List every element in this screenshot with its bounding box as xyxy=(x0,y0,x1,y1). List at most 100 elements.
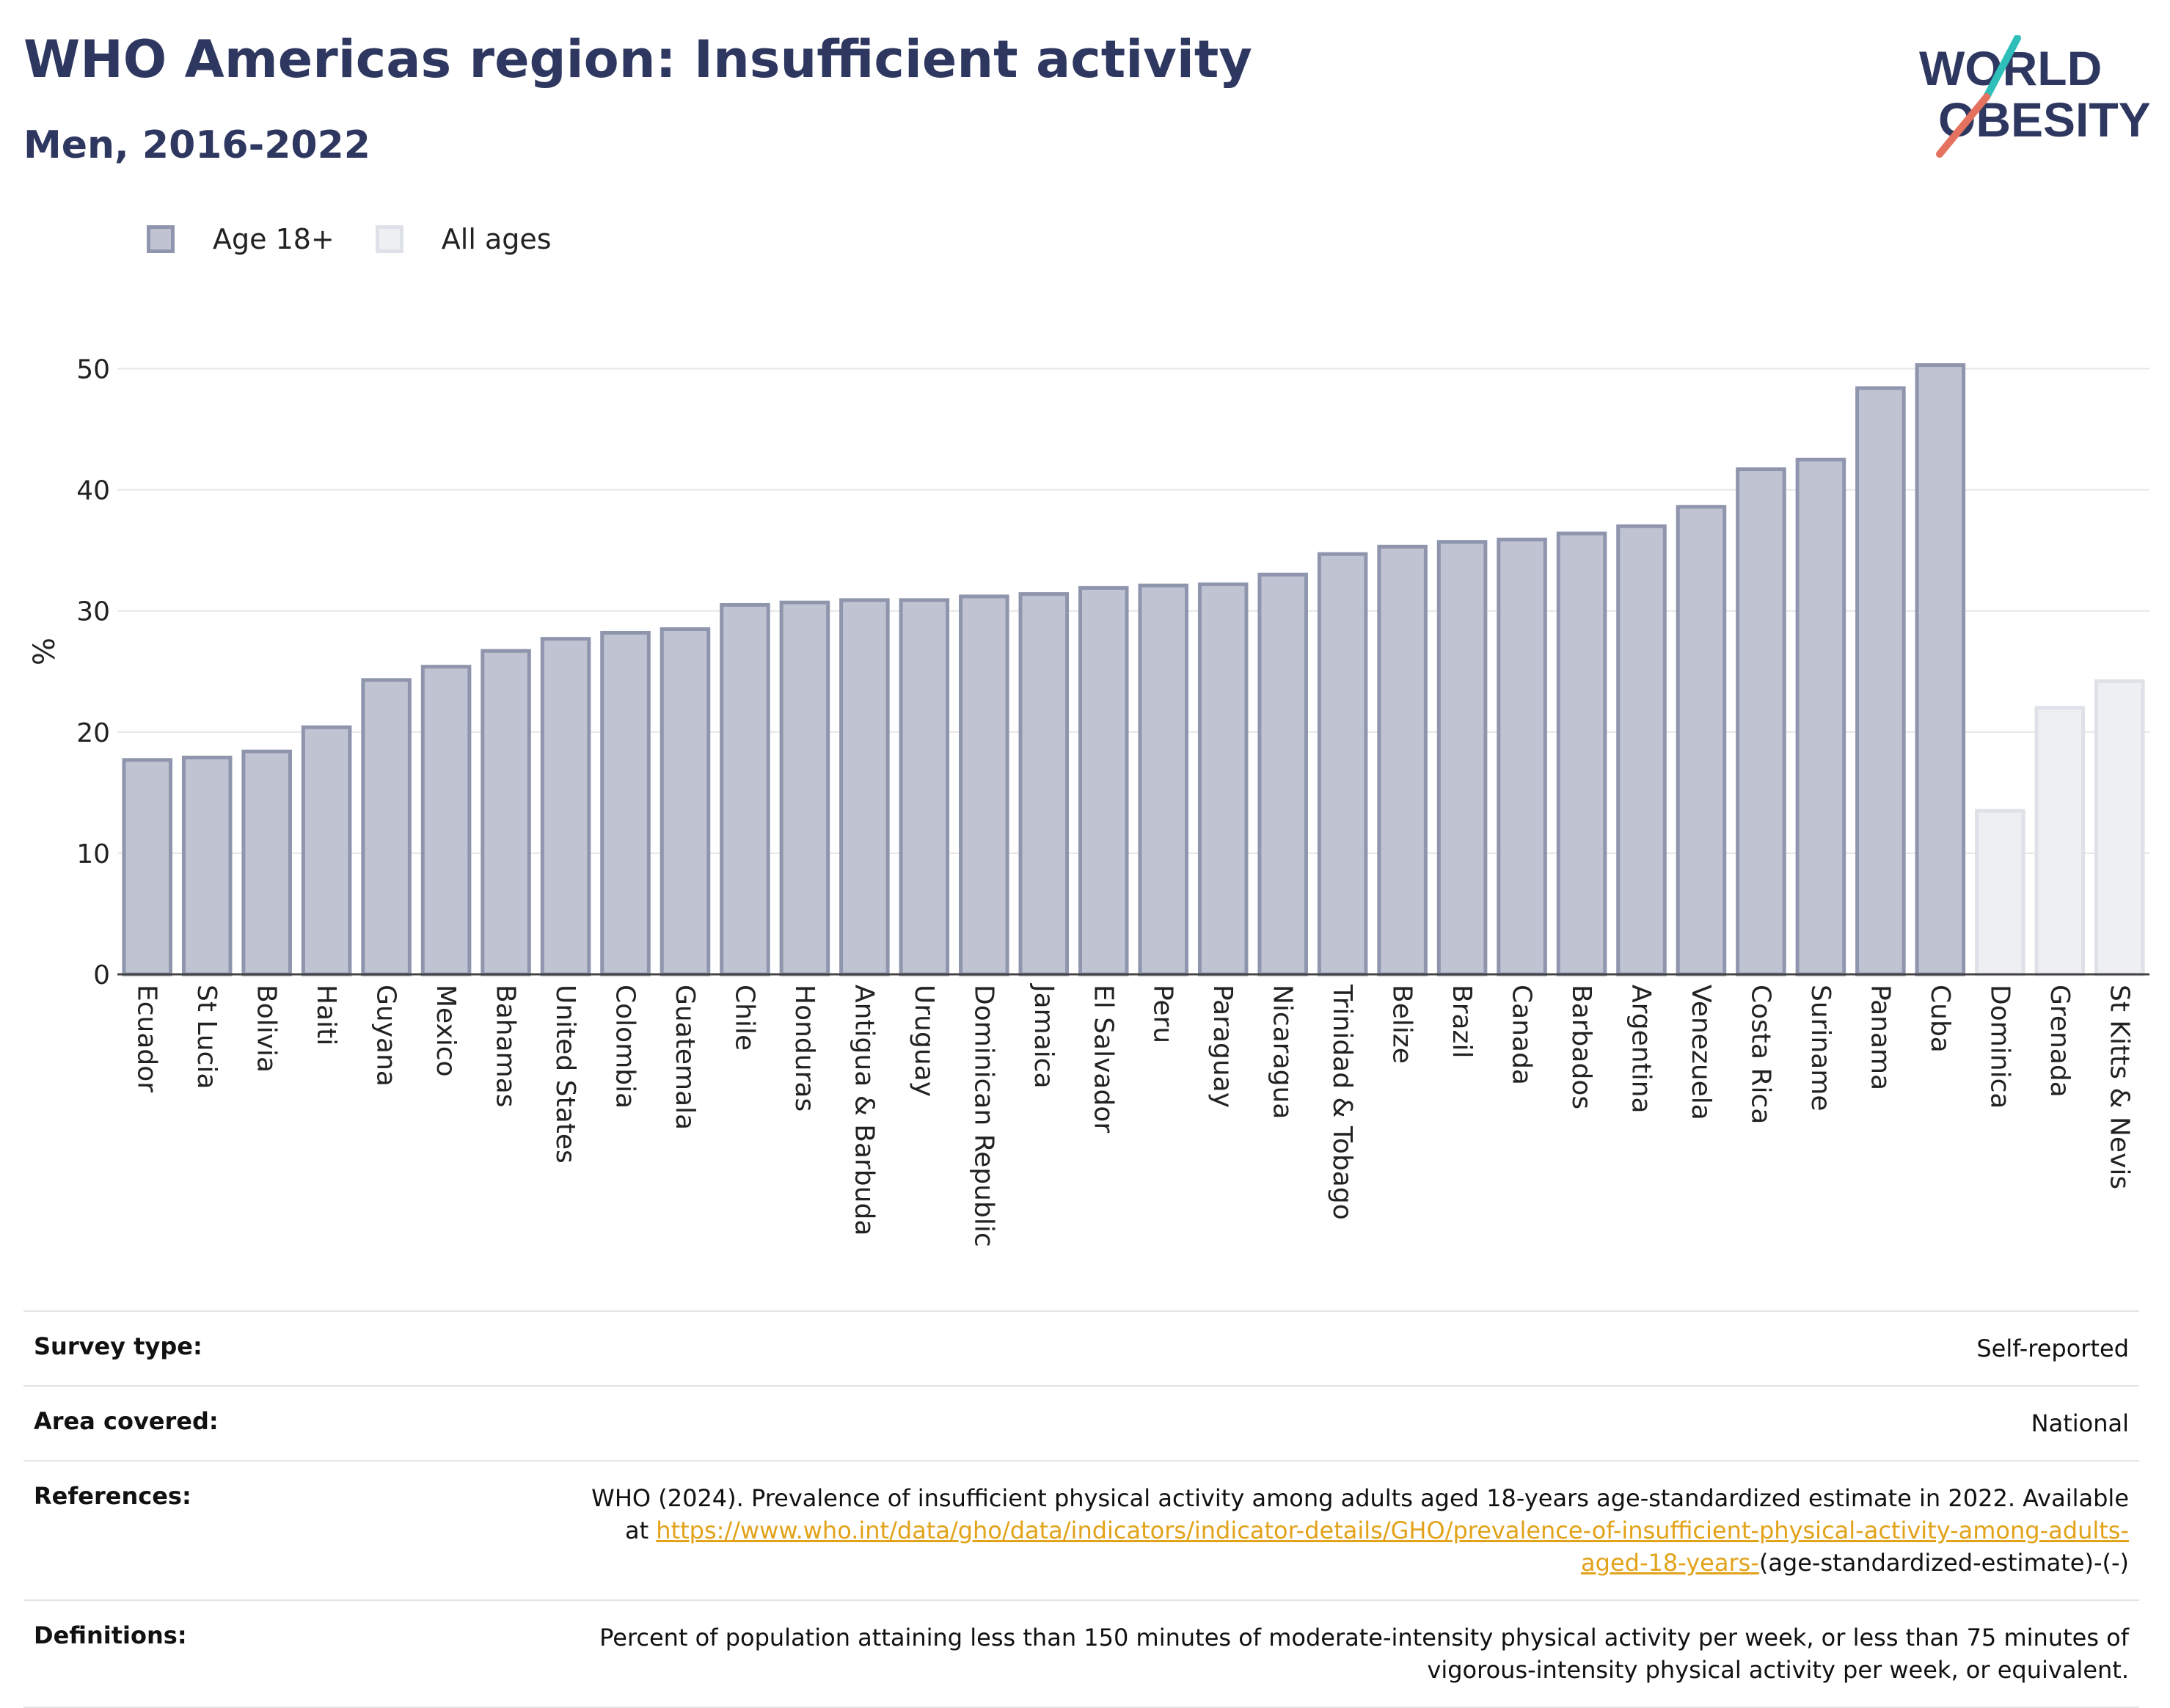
bar xyxy=(839,598,890,977)
x-tick-label: Grenada xyxy=(2045,985,2075,1098)
references-value: WHO (2024). Prevalence of insufficient p… xyxy=(588,1482,2129,1579)
y-tick-label: 0 xyxy=(93,960,110,990)
bar xyxy=(301,725,352,977)
bar xyxy=(540,637,591,977)
x-tick-label: Antigua & Barbuda xyxy=(849,985,879,1236)
x-tick-label: Chile xyxy=(729,985,759,1051)
x-tick-label: Dominican Republic xyxy=(968,985,998,1247)
bar xyxy=(600,630,651,977)
bar xyxy=(1197,582,1249,977)
info-row-area-covered: Area covered: National xyxy=(23,1387,2139,1461)
x-tick-label: Costa Rica xyxy=(1745,985,1775,1124)
bar xyxy=(1556,531,1607,977)
bar xyxy=(1138,583,1189,977)
chart-legend: Age 18+ All ages xyxy=(147,217,593,261)
x-tick-label: Peru xyxy=(1148,985,1178,1043)
x-tick-label: Panama xyxy=(1865,985,1895,1090)
bar xyxy=(420,665,472,977)
x-tick-label: Venezuela xyxy=(1686,985,1716,1120)
bar xyxy=(1975,809,2025,977)
bar xyxy=(1257,572,1308,977)
info-row-references: References: WHO (2024). Prevalence of in… xyxy=(23,1461,2139,1601)
x-tick-label: Canada xyxy=(1507,985,1537,1085)
x-tick-label: Belize xyxy=(1387,985,1417,1064)
x-tick-label: Jamaica xyxy=(1029,983,1059,1089)
legend-swatch-all-ages xyxy=(375,225,403,253)
bar xyxy=(2034,706,2086,977)
x-tick-label: Ecuador xyxy=(132,985,162,1092)
x-tick-label: St Kitts & Nevis xyxy=(2104,985,2134,1189)
x-tick-label: Suriname xyxy=(1805,985,1835,1112)
x-tick-label: Dominica xyxy=(1984,985,2014,1109)
world-obesity-logo: WORLD OBESITY xyxy=(1919,35,2149,158)
x-tick-label: Honduras xyxy=(789,985,819,1112)
y-axis-label: % xyxy=(28,638,62,665)
bar xyxy=(959,594,1009,977)
legend-label-all-ages: All ages xyxy=(441,223,552,255)
x-tick-label: United States xyxy=(550,985,580,1164)
bar xyxy=(1915,363,1966,977)
bar xyxy=(1377,544,1428,977)
logo-line2: OBESITY xyxy=(1938,92,2149,147)
bar xyxy=(1497,537,1547,977)
y-tick-label: 50 xyxy=(76,355,110,385)
bar xyxy=(660,627,711,977)
x-tick-label: El Salvador xyxy=(1088,985,1118,1133)
references-link[interactable]: https://www.who.int/data/gho/data/indica… xyxy=(656,1517,2129,1577)
bar xyxy=(1676,505,1727,977)
x-tick-label: Colombia xyxy=(610,985,640,1109)
x-tick-label: Bahamas xyxy=(491,985,521,1108)
references-label: References: xyxy=(34,1482,191,1510)
bar xyxy=(1795,457,1846,977)
survey-type-value: Self-reported xyxy=(1976,1335,2129,1362)
x-tick-label: Bolivia xyxy=(252,985,282,1073)
x-tick-label: Nicaragua xyxy=(1268,985,1298,1119)
x-tick-label: Guyana xyxy=(371,985,401,1087)
bar xyxy=(720,602,770,977)
bar xyxy=(1436,540,1488,977)
page-title: WHO Americas region: Insufficient activi… xyxy=(23,29,1252,90)
bar xyxy=(1078,585,1129,977)
bar xyxy=(241,749,292,977)
logo-slash-teal xyxy=(1983,35,2021,101)
x-tick-label: Guatemala xyxy=(670,985,700,1130)
bar xyxy=(1616,524,1667,977)
area-covered-value: National xyxy=(2031,1409,2129,1437)
bar xyxy=(1855,386,1906,977)
page-subtitle: Men, 2016-2022 xyxy=(23,123,370,167)
survey-type-label: Survey type: xyxy=(34,1332,202,1360)
y-tick-label: 20 xyxy=(76,718,110,748)
legend-item-age18[interactable]: Age 18+ xyxy=(147,223,335,255)
bar-chart: 0 10 20 30 40 50% Ecuador St Lucia Bolivia Haiti G… xyxy=(28,355,2149,1247)
bar xyxy=(899,598,950,977)
info-row-survey-type: Survey type: Self-reported xyxy=(23,1312,2139,1387)
x-tick-label: Uruguay xyxy=(909,985,939,1097)
y-tick-label: 10 xyxy=(76,839,110,869)
x-tick-label: Mexico xyxy=(431,985,461,1077)
x-tick-label: St Lucia xyxy=(191,985,222,1090)
references-suffix: (age-standardized-estimate)-(-) xyxy=(1758,1549,2129,1577)
definitions-label: Definitions: xyxy=(34,1621,187,1649)
bar xyxy=(481,649,531,977)
bar xyxy=(181,755,233,977)
bar xyxy=(779,600,830,977)
x-tick-label: Paraguay xyxy=(1208,985,1238,1108)
info-row-definitions: Definitions: Percent of population attai… xyxy=(23,1601,2139,1708)
y-tick-label: 30 xyxy=(76,597,110,627)
definitions-value: Percent of population attaining less tha… xyxy=(599,1624,2129,1684)
x-tick-label: Brazil xyxy=(1447,985,1477,1058)
legend-swatch-age18 xyxy=(147,225,175,253)
bar xyxy=(2094,679,2145,977)
bar xyxy=(361,678,412,977)
legend-item-all-ages[interactable]: All ages xyxy=(375,223,552,255)
x-tick-label: Barbados xyxy=(1566,985,1596,1109)
y-tick-label: 40 xyxy=(76,476,110,506)
bar xyxy=(122,758,173,977)
bar xyxy=(1018,592,1070,977)
area-covered-label: Area covered: xyxy=(34,1407,219,1435)
bar xyxy=(1317,552,1368,977)
x-tick-label: Argentina xyxy=(1626,985,1656,1114)
logo-slash-coral xyxy=(1936,93,1990,158)
x-tick-label: Trinidad & Tobago xyxy=(1327,984,1357,1220)
references-text: WHO (2024). Prevalence of insufficient p… xyxy=(591,1484,2129,1544)
